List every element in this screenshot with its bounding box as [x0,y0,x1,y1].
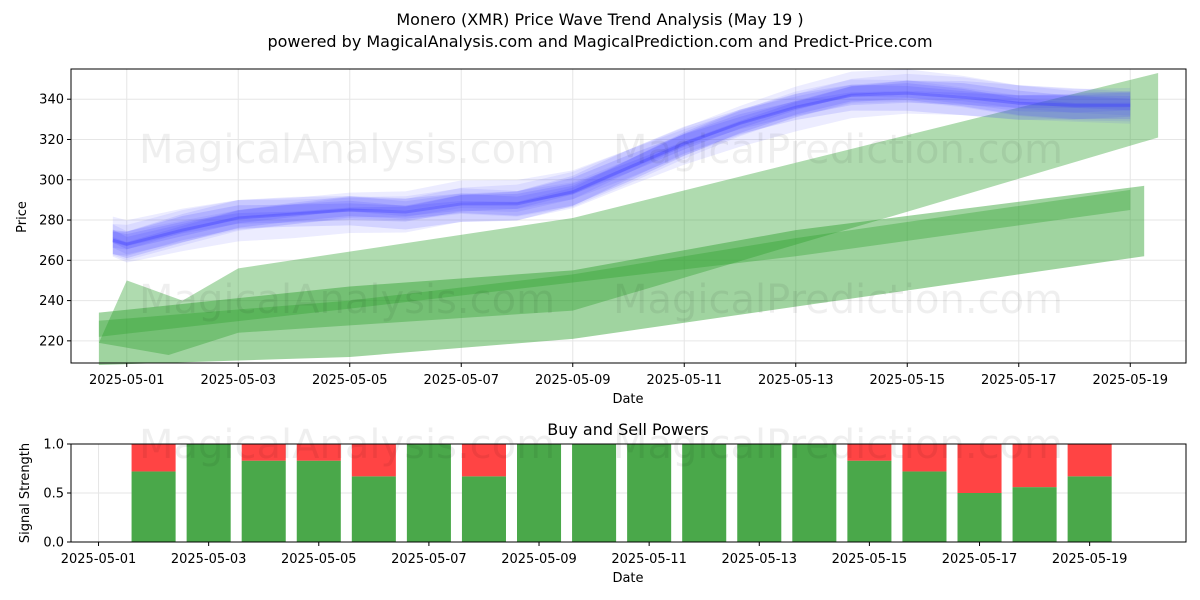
signal-x-tick-label: 2025-05-15 [832,552,908,567]
wave-band [112,73,1131,261]
signal-y-label: Signal Strength [18,443,33,543]
sell-bar [131,444,176,472]
buy-bar [792,444,837,542]
price-x-tick-label: 2025-05-09 [535,373,611,388]
top-watermarks: MagicalAnalysis.com MagicalPrediction.co… [139,127,1063,323]
price-wave [112,69,1131,263]
buy-bar [406,444,451,542]
price-x-tick-label: 2025-05-03 [200,373,276,388]
wave-band [112,80,1131,259]
signal-x-tick-label: 2025-05-11 [611,552,687,567]
price-grid [71,69,1186,363]
price-y-label: Price [15,201,30,233]
signal-y-tick-label: 0.5 [43,487,64,502]
signal-y-tick-label: 1.0 [43,438,64,453]
price-x-tick-label: 2025-05-13 [758,373,834,388]
price-y-tick-label: 340 [39,93,64,108]
price-x-tick-label: 2025-05-19 [1092,373,1168,388]
sell-bar [241,444,286,461]
buy-bar [131,471,176,542]
sell-bar [1012,444,1057,488]
price-y-tick-label: 320 [39,133,64,148]
buy-bar [847,460,892,542]
wave-band [112,69,1131,255]
sell-bar [957,444,1002,493]
chart-subtitle: powered by MagicalAnalysis.com and Magic… [267,32,932,51]
price-x-tick-label: 2025-05-07 [423,373,499,388]
watermark-prediction-mid: MagicalPrediction.com [613,277,1063,323]
sell-bar [1067,444,1112,477]
wave-band [112,80,1131,250]
price-y-tick-label: 280 [39,214,64,229]
signal-x-tick-label: 2025-05-03 [171,552,247,567]
trend-bands [98,73,1159,366]
price-x-tick-label: 2025-05-11 [646,373,722,388]
signal-bars [131,444,1112,542]
trend-band [98,73,1159,355]
buy-bar [186,444,231,542]
watermark-prediction-top: MagicalPrediction.com [613,127,1063,173]
buy-bar [296,460,341,542]
signal-x-ticks: 2025-05-01 2025-05-03 2025-05-05 2025-05-07… [61,542,1128,567]
chart-title: Monero (XMR) Price Wave Trend Analysis (… [396,10,803,29]
signal-x-tick-label: 2025-05-17 [942,552,1018,567]
buy-bar [461,476,506,542]
signal-x-tick-label: 2025-05-09 [501,552,577,567]
wave-band [112,79,1131,263]
price-x-label: Date [612,392,643,407]
sell-bar [902,444,947,472]
buy-bar [517,444,562,542]
buy-bar [351,476,396,542]
buy-bar [241,460,286,542]
signal-x-tick-label: 2025-05-01 [61,552,137,567]
sell-bar [461,444,506,477]
signal-x-tick-label: 2025-05-13 [721,552,797,567]
watermark-analysis-bottom: MagicalAnalysis.com [139,422,555,468]
buy-bar [572,444,617,542]
watermark-analysis-mid: MagicalAnalysis.com [139,277,555,323]
signal-x-tick-label: 2025-05-05 [281,552,357,567]
price-y-tick-label: 300 [39,173,64,188]
buy-bar [902,471,947,542]
buy-bar [957,493,1002,542]
signal-y-ticks: 0.0 0.5 1.0 [43,438,71,551]
price-y-ticks: 220 240 260 280 300 320 340 [39,93,71,349]
buy-bar [737,444,782,542]
price-x-tick-label: 2025-05-17 [981,373,1057,388]
buy-bar [627,444,672,542]
price-y-tick-label: 260 [39,254,64,269]
wave-band [112,83,1131,250]
buy-bar [1067,476,1112,542]
trend-band [98,185,1145,366]
bottom-watermarks: MagicalAnalysis.com MagicalPrediction.co… [139,422,1063,468]
wave-center-line [112,91,1131,246]
price-x-tick-label: 2025-05-01 [89,373,165,388]
buy-bar [682,444,727,542]
signal-y-tick-label: 0.0 [43,536,64,551]
signal-x-tick-label: 2025-05-19 [1052,552,1128,567]
signal-x-tick-label: 2025-05-07 [391,552,467,567]
trend-band [98,189,1131,337]
buy-bar [1012,487,1057,542]
watermark-analysis-top: MagicalAnalysis.com [139,127,555,173]
price-y-tick-label: 220 [39,334,64,349]
sell-bar [351,444,396,477]
price-x-tick-label: 2025-05-15 [869,373,945,388]
sell-bar [847,444,892,461]
wave-band [112,91,1131,256]
wave-band [112,84,1131,247]
price-x-tick-label: 2025-05-05 [312,373,388,388]
price-y-tick-label: 240 [39,294,64,309]
sell-bar [296,444,341,461]
signal-x-label: Date [612,571,643,586]
price-x-ticks: 2025-05-01 2025-05-03 2025-05-05 2025-05-07… [89,363,1168,388]
watermark-prediction-bottom: MagicalPrediction.com [613,422,1063,468]
signal-title: Buy and Sell Powers [547,420,709,439]
price-axes-frame [70,68,1187,364]
